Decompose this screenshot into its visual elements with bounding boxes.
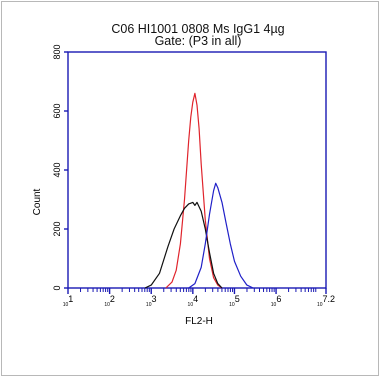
y-tick-label: 600 xyxy=(52,103,62,118)
x-tick-label: 106 xyxy=(271,294,282,308)
x-tick-label: 103 xyxy=(146,294,157,308)
series-black-line xyxy=(144,201,223,289)
x-tick-exponent: 5 xyxy=(235,294,240,304)
y-tick-label: 0 xyxy=(52,285,62,290)
x-tick-label: 107.2 xyxy=(317,294,335,308)
x-tick-label: 101 xyxy=(63,294,74,308)
y-axis-label: Count xyxy=(32,188,43,215)
series-blue-line xyxy=(188,182,254,289)
y-tick-label: 800 xyxy=(52,44,62,59)
x-tick-exponent: 1 xyxy=(68,294,73,304)
chart-subtitle: Gate: (P3 in all) xyxy=(155,34,242,48)
x-tick-exponent: 7.2 xyxy=(323,294,336,304)
x-tick-exponent: 6 xyxy=(276,294,281,304)
chart-title: C06 HI1001 0808 Ms IgG1 4µg xyxy=(111,22,284,36)
x-tick-label: 104 xyxy=(188,294,199,308)
plot-frame xyxy=(67,51,327,289)
y-tick-label: 200 xyxy=(52,221,62,236)
x-tick-base: 10 xyxy=(63,302,69,308)
x-tick-base: 10 xyxy=(317,302,323,308)
x-tick-exponent: 3 xyxy=(151,294,156,304)
x-tick-base: 10 xyxy=(188,302,194,308)
series-red-line xyxy=(165,92,223,289)
x-tick-base: 10 xyxy=(146,302,152,308)
x-tick-label: 105 xyxy=(229,294,240,308)
x-tick-base: 10 xyxy=(229,302,235,308)
figure-frame xyxy=(1,1,379,376)
x-tick-base: 10 xyxy=(104,302,110,308)
x-tick-base: 10 xyxy=(271,302,277,308)
x-axis-label: FL2-H xyxy=(185,316,213,327)
y-tick-label: 400 xyxy=(52,162,62,177)
x-tick-exponent: 2 xyxy=(110,294,115,304)
x-tick-exponent: 4 xyxy=(193,294,198,304)
x-tick-label: 102 xyxy=(104,294,115,308)
